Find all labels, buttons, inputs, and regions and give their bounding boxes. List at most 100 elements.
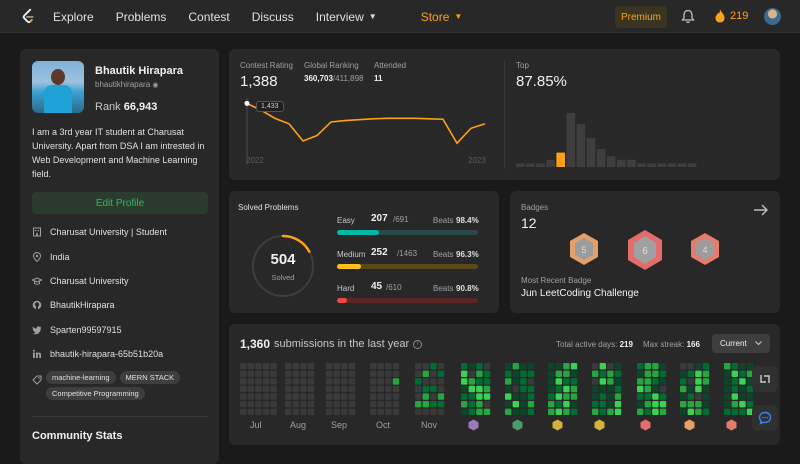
heatmap-day-cell[interactable] xyxy=(687,378,694,385)
heatmap-day-cell[interactable] xyxy=(637,370,644,377)
heatmap-day-cell[interactable] xyxy=(680,393,687,400)
heatmap-day-cell[interactable] xyxy=(680,370,687,377)
heatmap-day-cell[interactable] xyxy=(461,393,468,400)
heatmap-day-cell[interactable] xyxy=(377,370,384,377)
heatmap-day-cell[interactable] xyxy=(392,370,400,377)
heatmap-day-cell[interactable] xyxy=(527,378,535,385)
heatmap-day-cell[interactable] xyxy=(333,401,340,408)
info-twitter[interactable]: Sparten99597915 xyxy=(32,325,122,335)
heatmap-day-cell[interactable] xyxy=(385,408,392,415)
heatmap-day-cell[interactable] xyxy=(563,385,570,393)
heatmap-day-cell[interactable] xyxy=(370,401,377,408)
heatmap-day-cell[interactable] xyxy=(300,393,307,400)
heatmap-day-cell[interactable] xyxy=(326,378,333,385)
heatmap-day-cell[interactable] xyxy=(724,401,731,408)
heatmap-day-cell[interactable] xyxy=(731,363,738,370)
heatmap-day-cell[interactable] xyxy=(512,401,519,408)
heatmap-day-cell[interactable] xyxy=(300,408,307,415)
heatmap-day-cell[interactable] xyxy=(370,393,377,400)
heatmap-day-cell[interactable] xyxy=(746,408,754,415)
heatmap-day-cell[interactable] xyxy=(687,401,694,408)
heatmap-day-cell[interactable] xyxy=(702,401,710,408)
heatmap-day-cell[interactable] xyxy=(422,408,429,415)
heatmap-day-cell[interactable] xyxy=(652,370,659,377)
heatmap-day-cell[interactable] xyxy=(422,378,429,385)
heatmap-day-cell[interactable] xyxy=(652,408,659,415)
heatmap-day-cell[interactable] xyxy=(652,363,659,370)
heatmap-day-cell[interactable] xyxy=(599,385,606,393)
heatmap-day-cell[interactable] xyxy=(680,363,687,370)
heatmap-day-cell[interactable] xyxy=(592,401,599,408)
heatmap-day-cell[interactable] xyxy=(607,401,614,408)
heatmap-day-cell[interactable] xyxy=(476,408,483,415)
heatmap-day-cell[interactable] xyxy=(255,393,262,400)
heatmap-day-cell[interactable] xyxy=(476,385,483,393)
heatmap-day-cell[interactable] xyxy=(652,401,659,408)
heatmap-day-cell[interactable] xyxy=(307,401,315,408)
heatmap-day-cell[interactable] xyxy=(300,385,307,393)
heatmap-day-cell[interactable] xyxy=(746,393,754,400)
monthly-badge-icon[interactable] xyxy=(468,419,479,431)
heatmap-day-cell[interactable] xyxy=(731,408,738,415)
heatmap-day-cell[interactable] xyxy=(476,393,483,400)
heatmap-day-cell[interactable] xyxy=(687,393,694,400)
heatmap-day-cell[interactable] xyxy=(599,408,606,415)
heatmap-day-cell[interactable] xyxy=(333,378,340,385)
heatmap-day-cell[interactable] xyxy=(520,370,527,377)
heatmap-day-cell[interactable] xyxy=(385,385,392,393)
heatmap-day-cell[interactable] xyxy=(377,401,384,408)
heatmap-day-cell[interactable] xyxy=(300,401,307,408)
heatmap-day-cell[interactable] xyxy=(520,378,527,385)
heatmap-day-cell[interactable] xyxy=(468,401,475,408)
heatmap-day-cell[interactable] xyxy=(270,363,277,370)
heatmap-day-cell[interactable] xyxy=(548,363,555,370)
heatmap-day-cell[interactable] xyxy=(437,393,445,400)
heatmap-day-cell[interactable] xyxy=(483,385,491,393)
nav-problems[interactable]: Problems xyxy=(115,9,167,24)
heatmap-day-cell[interactable] xyxy=(483,370,491,377)
heatmap-day-cell[interactable] xyxy=(430,363,437,370)
heatmap-day-cell[interactable] xyxy=(739,393,746,400)
heatmap-day-cell[interactable] xyxy=(415,385,422,393)
heatmap-day-cell[interactable] xyxy=(505,378,512,385)
heatmap-day-cell[interactable] xyxy=(240,363,247,370)
heatmap-day-cell[interactable] xyxy=(240,370,247,377)
heatmap-day-cell[interactable] xyxy=(644,378,651,385)
heatmap-day-cell[interactable] xyxy=(607,393,614,400)
heatmap-day-cell[interactable] xyxy=(659,401,667,408)
heatmap-day-cell[interactable] xyxy=(385,370,392,377)
heatmap-day-cell[interactable] xyxy=(370,408,377,415)
heatmap-day-cell[interactable] xyxy=(652,385,659,393)
heatmap-day-cell[interactable] xyxy=(461,378,468,385)
heatmap-day-cell[interactable] xyxy=(527,370,535,377)
heatmap-day-cell[interactable] xyxy=(527,393,535,400)
heatmap-day-cell[interactable] xyxy=(292,363,299,370)
premium-button[interactable]: Premium xyxy=(615,6,667,28)
heatmap-day-cell[interactable] xyxy=(599,370,606,377)
arrow-right-icon[interactable] xyxy=(753,203,769,217)
heatmap-day-cell[interactable] xyxy=(644,408,651,415)
heatmap-day-cell[interactable] xyxy=(563,401,570,408)
nav-interview[interactable]: Interview ▼ xyxy=(316,10,399,24)
heatmap-day-cell[interactable] xyxy=(659,370,667,377)
heatmap-day-cell[interactable] xyxy=(240,393,247,400)
heatmap-day-cell[interactable] xyxy=(415,408,422,415)
heatmap-day-cell[interactable] xyxy=(527,385,535,393)
badge-item[interactable]: 4 xyxy=(687,231,723,267)
heatmap-day-cell[interactable] xyxy=(680,385,687,393)
heatmap-day-cell[interactable] xyxy=(348,393,356,400)
heatmap-day-cell[interactable] xyxy=(505,385,512,393)
heatmap-day-cell[interactable] xyxy=(592,363,599,370)
heatmap-day-cell[interactable] xyxy=(262,393,270,400)
heatmap-day-cell[interactable] xyxy=(644,370,651,377)
heatmap-day-cell[interactable] xyxy=(437,385,445,393)
heatmap-day-cell[interactable] xyxy=(422,370,429,377)
heatmap-day-cell[interactable] xyxy=(292,378,299,385)
heatmap-day-cell[interactable] xyxy=(262,370,270,377)
heatmap-day-cell[interactable] xyxy=(247,363,254,370)
monthly-badge-icon[interactable] xyxy=(640,419,651,431)
heatmap-day-cell[interactable] xyxy=(724,385,731,393)
heatmap-day-cell[interactable] xyxy=(702,408,710,415)
heatmap-day-cell[interactable] xyxy=(415,363,422,370)
heatmap-day-cell[interactable] xyxy=(695,370,702,377)
